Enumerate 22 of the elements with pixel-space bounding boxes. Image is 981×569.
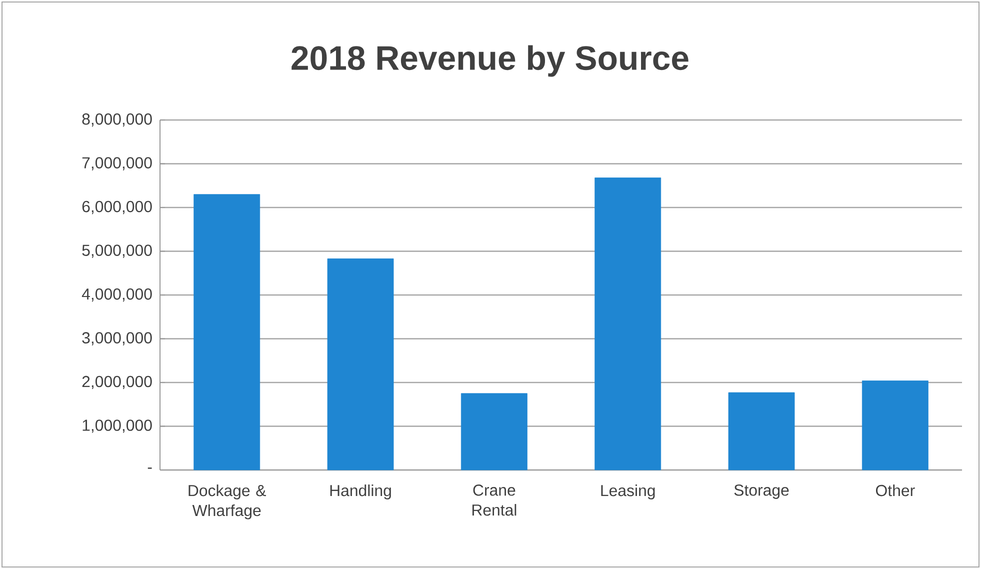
bar [460,393,528,470]
x-tick-label: Dockage & Wharfage [188,484,266,520]
bar [862,380,928,470]
x-tick-label: Other [876,484,915,496]
chart-title: 2018 Revenue by Source [292,45,688,77]
x-tick-label: Leasing [601,484,655,500]
bar [594,178,662,470]
y-tick-label: 6,000,000 [82,200,152,214]
bar [194,194,260,470]
bar [728,392,795,470]
x-tick-label: Handling [330,484,391,500]
y-tick-label: 2,000,000 [82,376,152,390]
y-tick-label: - [148,468,152,469]
bar [327,258,394,470]
y-tick-label: 8,000,000 [82,113,152,127]
x-tick-label: Crane Rental [472,484,516,516]
x-tick-label: Storage [734,484,789,499]
y-tick-label: 5,000,000 [82,244,152,258]
y-tick-label: 1,000,000 [82,420,152,433]
y-tick-label: 3,000,000 [82,332,152,346]
y-tick-label: 4,000,000 [82,288,152,302]
y-tick-label: 7,000,000 [82,157,152,170]
